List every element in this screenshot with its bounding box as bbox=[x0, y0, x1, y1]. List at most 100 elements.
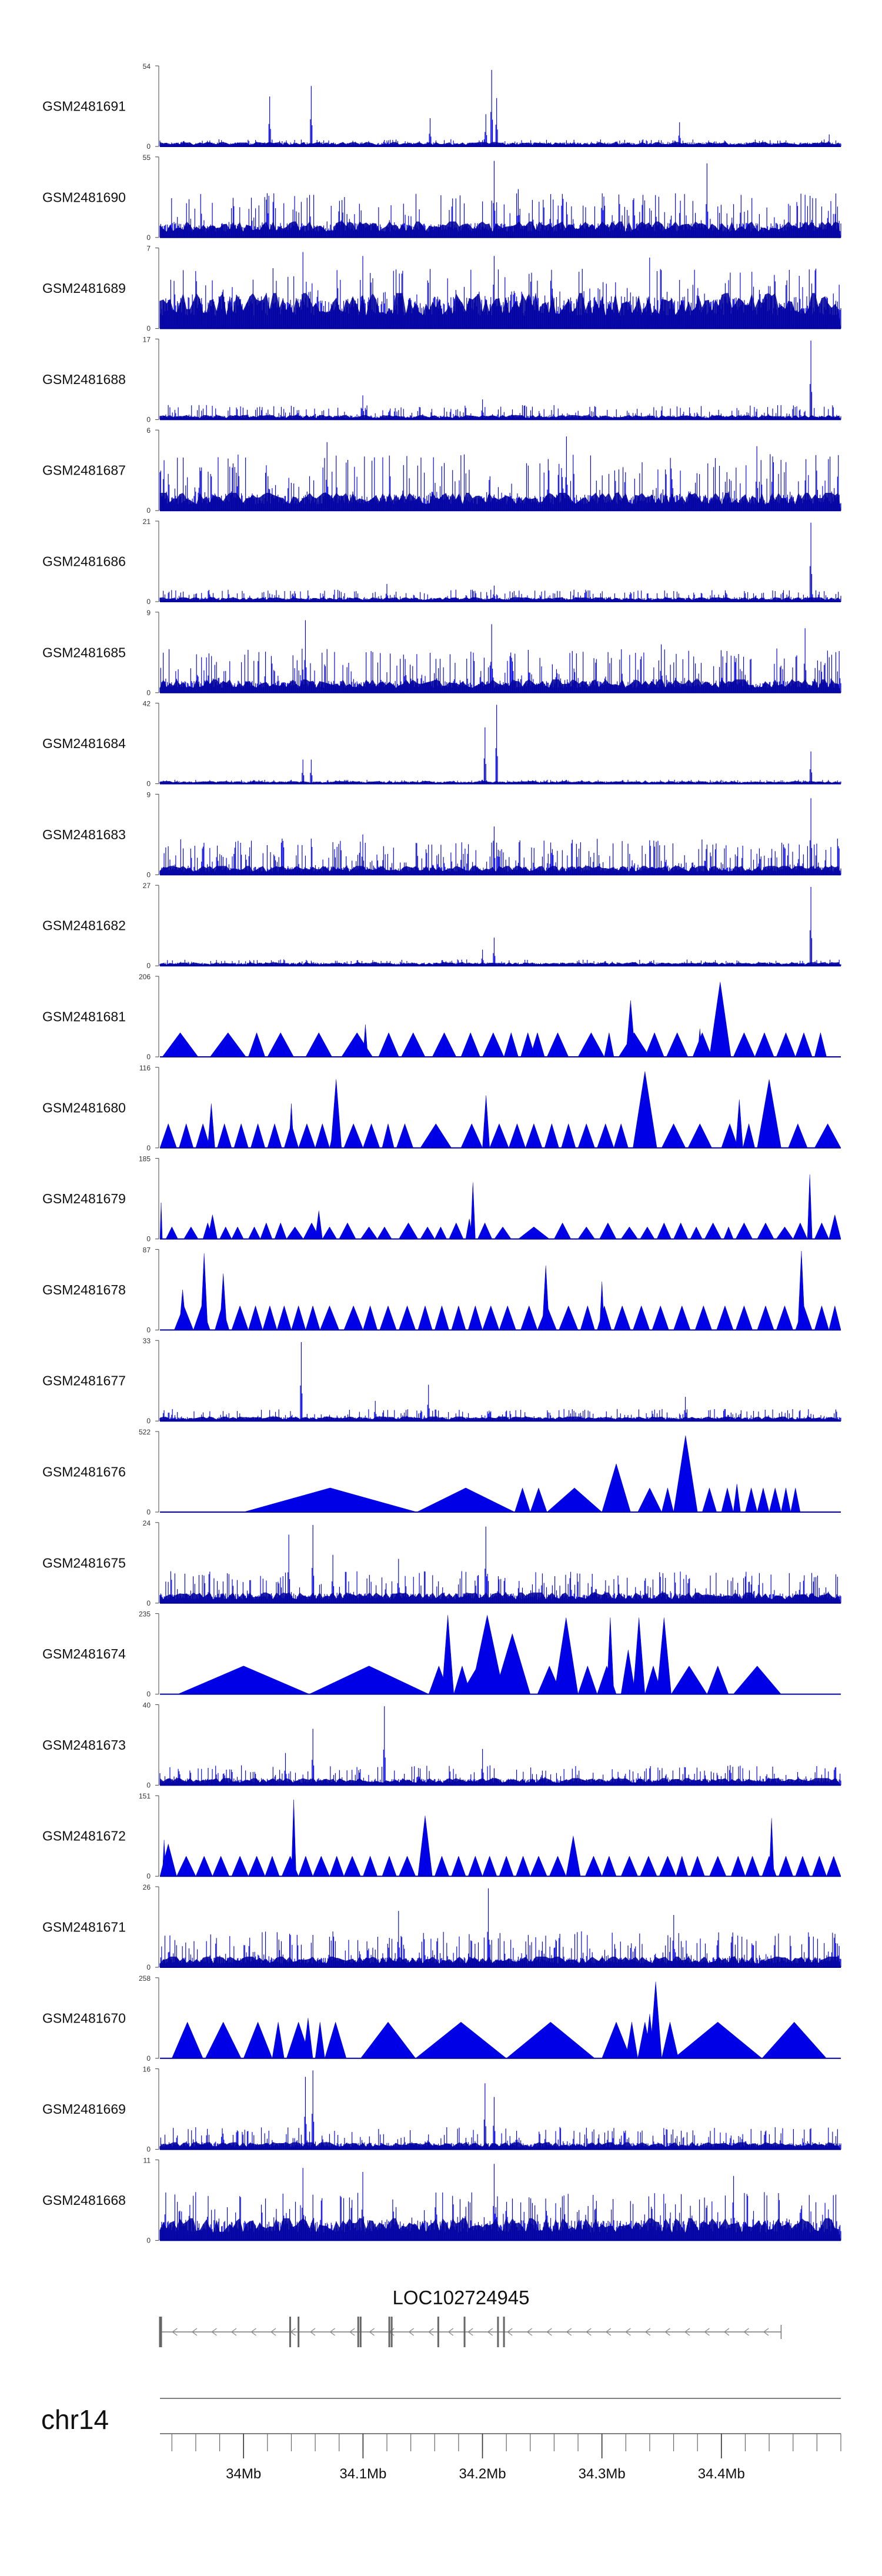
ymax-label-gsm2481673: 40 bbox=[143, 1701, 151, 1709]
ymin-label-gsm2481688: 0 bbox=[146, 415, 151, 423]
signal-baseline-gsm2481686 bbox=[160, 597, 841, 602]
signal-peak bbox=[721, 1487, 734, 1513]
genomic-axis: chr14 34Mb 34.1Mb 34.2Mb 34.3Mb 34.4Mb bbox=[41, 2398, 841, 2482]
signal-peak bbox=[499, 1305, 516, 1330]
track-gsm2481679: GSM2481679 185 0 bbox=[42, 1155, 841, 1243]
signal-peak bbox=[644, 1032, 664, 1057]
ymax-label-gsm2481675: 24 bbox=[143, 1519, 151, 1527]
signal-series-gsm2481688 bbox=[159, 341, 841, 420]
signal-peak bbox=[503, 1032, 519, 1057]
track-gsm2481685: GSM2481685 9 0 bbox=[42, 609, 841, 697]
signal-peak bbox=[673, 1222, 689, 1239]
signal-peak bbox=[248, 1226, 261, 1239]
signal-peak bbox=[580, 1305, 595, 1330]
signal-peak bbox=[231, 1226, 244, 1239]
signal-peak bbox=[814, 1123, 841, 1149]
signal-peak bbox=[828, 1214, 841, 1239]
signal-peak bbox=[514, 1487, 531, 1513]
signal-peak bbox=[814, 1305, 830, 1330]
signal-peak bbox=[417, 1305, 433, 1330]
ymax-label-gsm2481676: 522 bbox=[139, 1428, 151, 1436]
signal-peak bbox=[482, 1305, 500, 1330]
gene-exon bbox=[497, 2317, 499, 2347]
signal-series-gsm2481690 bbox=[159, 161, 841, 238]
ymin-label-gsm2481674: 0 bbox=[146, 1690, 151, 1699]
gene-exon bbox=[289, 2317, 291, 2347]
gene-exon bbox=[357, 2317, 359, 2347]
signal-series-gsm2481669 bbox=[159, 2070, 841, 2150]
signal-peak bbox=[219, 1226, 232, 1239]
signal-peak bbox=[233, 1123, 249, 1149]
signal-peak bbox=[291, 1305, 306, 1330]
track-label-gsm2481687: GSM2481687 bbox=[42, 463, 126, 478]
signal-peak bbox=[489, 1123, 509, 1149]
signal-peak bbox=[382, 1123, 395, 1149]
signal-peak bbox=[315, 2022, 325, 2059]
signal-peak bbox=[620, 1650, 636, 1694]
ymin-label-gsm2481671: 0 bbox=[146, 1963, 151, 1971]
track-label-gsm2481676: GSM2481676 bbox=[42, 1464, 126, 1480]
signal-peak bbox=[379, 1305, 397, 1330]
signal-peak bbox=[460, 1123, 483, 1149]
signal-peak bbox=[205, 2021, 242, 2059]
ymax-label-gsm2481685: 9 bbox=[146, 609, 151, 617]
signal-peak bbox=[363, 1123, 380, 1149]
signal-peak bbox=[449, 1222, 464, 1239]
track-gsm2481674: GSM2481674 235 0 bbox=[42, 1610, 841, 1699]
signal-peak bbox=[494, 1226, 512, 1239]
signal-peak bbox=[546, 1487, 603, 1513]
signal-peak bbox=[276, 1305, 292, 1330]
gene-exon bbox=[298, 2317, 300, 2347]
gene-exon bbox=[503, 2317, 505, 2347]
signal-peak bbox=[561, 1123, 576, 1149]
signal-peak bbox=[707, 1665, 729, 1694]
track-label-gsm2481688: GSM2481688 bbox=[42, 372, 126, 387]
track-gsm2481677: GSM2481677 33 0 bbox=[42, 1337, 841, 1425]
signal-peak bbox=[291, 1800, 296, 1877]
signal-peak bbox=[546, 1032, 569, 1057]
signal-peak bbox=[330, 1079, 342, 1149]
ymax-label-gsm2481683: 9 bbox=[146, 790, 151, 799]
ymax-label-gsm2481688: 17 bbox=[143, 335, 151, 343]
signal-peak bbox=[745, 1856, 760, 1877]
signal-peak bbox=[382, 1856, 397, 1877]
signal-peak bbox=[360, 2021, 416, 2059]
track-label-gsm2481682: GSM2481682 bbox=[42, 918, 126, 933]
signal-peak bbox=[312, 1856, 330, 1877]
signal-peak bbox=[613, 1305, 631, 1330]
gene-track: LOC102724945 bbox=[159, 2287, 782, 2347]
ymax-label-gsm2481686: 21 bbox=[143, 518, 151, 526]
signal-peak bbox=[451, 1856, 466, 1877]
signal-peak bbox=[303, 2018, 313, 2059]
signal-peak bbox=[584, 1856, 603, 1877]
signal-peak bbox=[482, 1032, 505, 1057]
signal-peak bbox=[171, 2021, 203, 2059]
signal-baseline-gsm2481682 bbox=[160, 962, 841, 966]
signal-series-gsm2481670 bbox=[171, 1981, 827, 2059]
signal-peak bbox=[721, 1123, 739, 1149]
strand-arrow bbox=[250, 2328, 256, 2336]
signal-peak bbox=[467, 1856, 483, 1877]
ymax-label-gsm2481668: 11 bbox=[143, 2156, 151, 2164]
signal-peak bbox=[690, 1856, 705, 1877]
signal-peak bbox=[165, 1226, 178, 1239]
track-gsm2481686: GSM2481686 21 0 bbox=[42, 518, 841, 606]
signal-peak bbox=[559, 1305, 579, 1330]
gene-exon bbox=[463, 2317, 466, 2347]
strand-arrow bbox=[684, 2328, 690, 2336]
signal-peak bbox=[781, 1487, 791, 1513]
signal-peak bbox=[652, 1305, 669, 1330]
strand-arrow bbox=[605, 2328, 612, 2336]
strand-arrow bbox=[447, 2328, 454, 2336]
signal-peak bbox=[415, 2021, 507, 2059]
signal-peak bbox=[178, 1666, 310, 1694]
signal-peak bbox=[666, 1032, 689, 1057]
strand-arrow bbox=[191, 2328, 198, 2336]
strand-arrow bbox=[586, 2328, 592, 2336]
signal-peak bbox=[267, 1032, 294, 1057]
signal-peak bbox=[305, 1032, 332, 1057]
signal-peak bbox=[795, 1032, 813, 1057]
ymax-label-gsm2481691: 54 bbox=[143, 62, 151, 71]
strand-arrow bbox=[763, 2328, 769, 2336]
